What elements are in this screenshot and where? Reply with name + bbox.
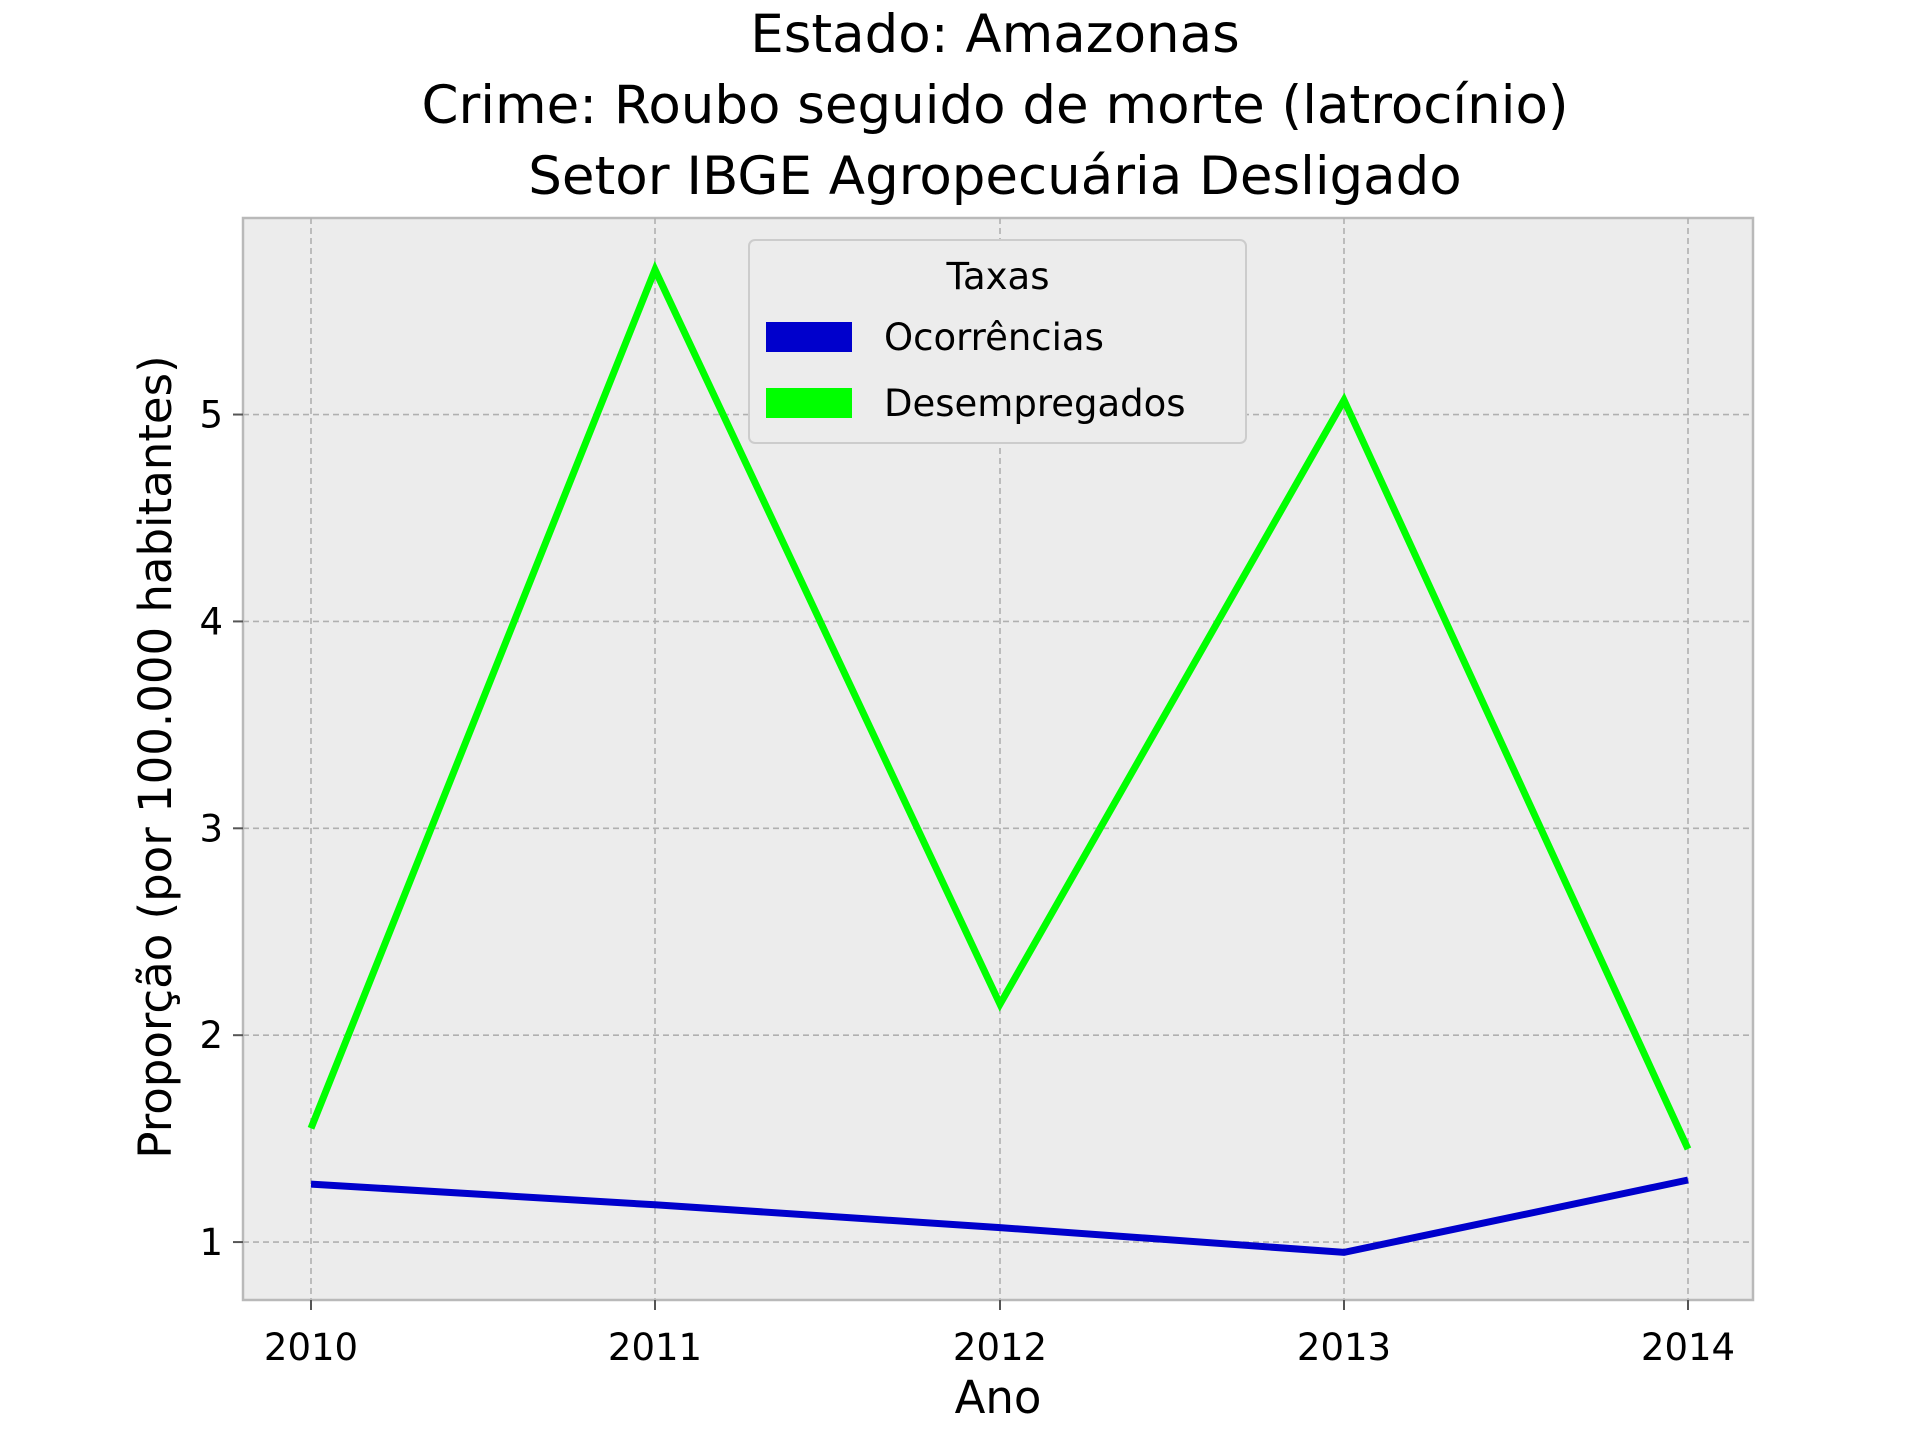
legend: Taxas Ocorrências Desempregados bbox=[748, 239, 1247, 444]
series-line-2 bbox=[307, 260, 1692, 1151]
series-lines bbox=[307, 260, 1692, 1256]
chart-title-line-1: Estado: Amazonas bbox=[750, 4, 1239, 65]
chart-title-line-2: Crime: Roubo seguido de morte (latrocíni… bbox=[421, 75, 1568, 136]
legend-label: Desempregados bbox=[884, 382, 1186, 425]
x-axis-label: Ano bbox=[955, 1371, 1042, 1424]
y-tick-label: 2 bbox=[199, 1014, 223, 1057]
y-tick-label: 5 bbox=[199, 394, 223, 437]
legend-entries: Ocorrências Desempregados bbox=[766, 316, 1186, 425]
legend-title: Taxas bbox=[946, 255, 1050, 298]
chart-title-line-3: Setor IBGE Agropecuária Desligado bbox=[528, 146, 1461, 207]
axis-ticks: 2010 2011 2012 2013 2014 1 2 3 4 5 bbox=[199, 394, 1735, 1369]
chart-title: Estado: Amazonas Crime: Roubo seguido de… bbox=[421, 4, 1568, 207]
x-tick-label: 2014 bbox=[1641, 1326, 1735, 1369]
legend-label: Ocorrências bbox=[884, 316, 1104, 359]
legend-swatch bbox=[766, 322, 852, 352]
series-line-1 bbox=[310, 1176, 1689, 1256]
y-tick-label: 1 bbox=[199, 1221, 223, 1264]
x-tick-label: 2013 bbox=[1297, 1326, 1391, 1369]
y-axis-label: Proporção (por 100.000 habitantes) bbox=[129, 355, 182, 1158]
legend-swatch bbox=[766, 388, 852, 418]
legend-box bbox=[748, 239, 1247, 444]
x-tick-label: 2010 bbox=[264, 1326, 358, 1369]
x-tick-label: 2012 bbox=[953, 1326, 1047, 1369]
x-tick-label: 2011 bbox=[608, 1326, 702, 1369]
y-tick-label: 3 bbox=[199, 807, 223, 850]
y-tick-label: 4 bbox=[199, 600, 223, 643]
